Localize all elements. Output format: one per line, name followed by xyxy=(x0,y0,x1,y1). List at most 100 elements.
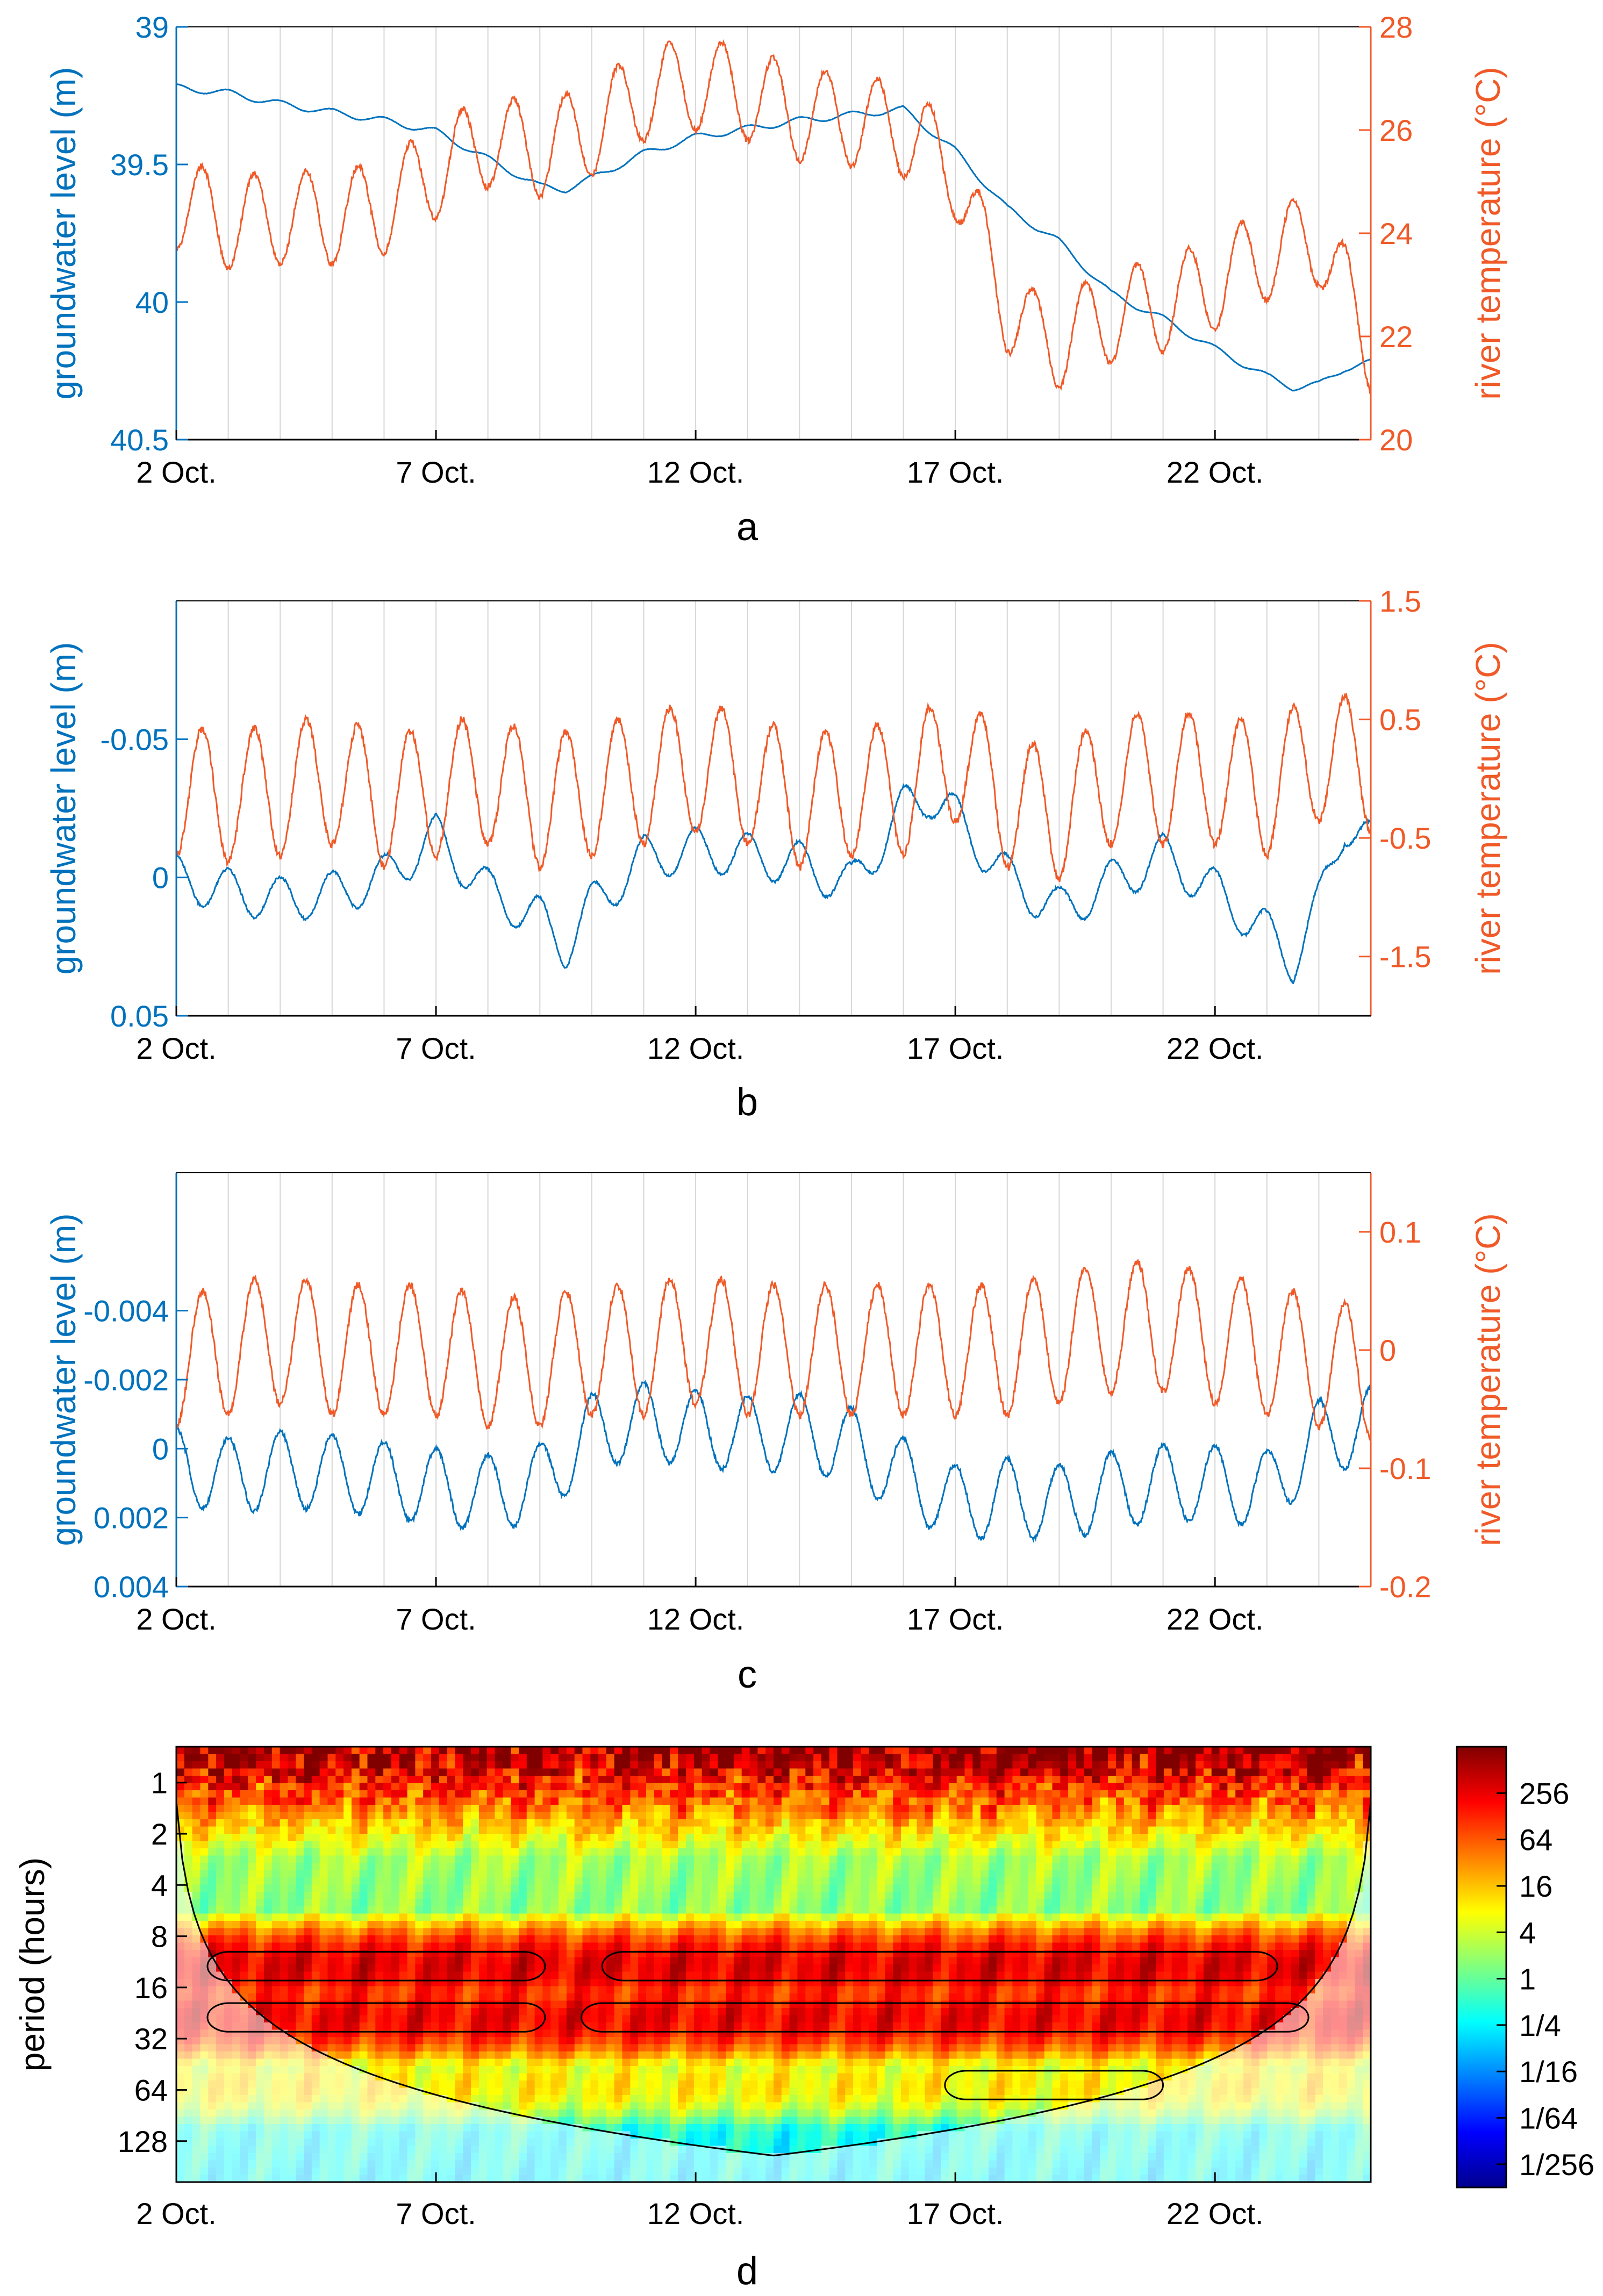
heatmap-cell xyxy=(455,1884,464,1892)
heatmap-cell xyxy=(710,2051,719,2060)
heatmap-cell xyxy=(646,2131,655,2139)
heatmap-cell xyxy=(311,2110,320,2118)
heatmap-cell xyxy=(789,2008,798,2016)
heatmap-cell xyxy=(789,1884,798,1892)
heatmap-cell xyxy=(407,2008,416,2016)
heatmap-cell xyxy=(263,2087,273,2096)
heatmap-cell xyxy=(559,1797,567,1805)
heatmap-cell xyxy=(367,1790,376,1798)
heatmap-cell xyxy=(375,1790,384,1798)
heatmap-cell xyxy=(383,1826,392,1834)
heatmap-cell xyxy=(271,2044,281,2052)
x-tick-label: 12 Oct. xyxy=(647,1031,745,1065)
heatmap-cell xyxy=(805,2022,814,2030)
heatmap-cell xyxy=(495,1848,504,1856)
heatmap-cell xyxy=(718,1884,726,1892)
heatmap-cell xyxy=(582,2015,591,2023)
heatmap-cell xyxy=(463,2139,471,2147)
heatmap-cell xyxy=(232,2058,241,2067)
heatmap-cell xyxy=(359,1913,368,1921)
heatmap-cell xyxy=(733,1768,742,1776)
heatmap-cell xyxy=(280,1964,289,1972)
heatmap-cell xyxy=(478,2139,488,2147)
heatmap-cell xyxy=(192,1776,201,1784)
heatmap-cell xyxy=(765,1986,774,1994)
heatmap-cell xyxy=(495,1993,504,2001)
heatmap-cell xyxy=(304,2102,312,2110)
heatmap-cell xyxy=(559,1906,567,1914)
heatmap-cell xyxy=(686,2073,695,2081)
heatmap-cell xyxy=(319,1950,328,1958)
heatmap-cell xyxy=(526,1863,535,1871)
heatmap-cell xyxy=(566,1957,575,1965)
heatmap-cell xyxy=(335,2051,344,2060)
heatmap-cell xyxy=(693,1971,703,1979)
heatmap-cell xyxy=(686,2015,695,2023)
heatmap-cell xyxy=(757,1812,766,1820)
heatmap-cell xyxy=(550,1747,559,1755)
heatmap-cell xyxy=(654,1747,663,1755)
heatmap-cell xyxy=(208,2110,217,2118)
heatmap-cell xyxy=(367,1819,376,1827)
heatmap-cell xyxy=(495,2008,504,2016)
heatmap-cell xyxy=(638,1863,647,1871)
heatmap-cell xyxy=(519,1790,527,1798)
heatmap-cell xyxy=(614,2153,623,2161)
heatmap-cell xyxy=(455,1855,464,1863)
heatmap-cell xyxy=(359,1964,368,1972)
heatmap-cell xyxy=(574,1841,583,1849)
heatmap-cell xyxy=(248,1812,256,1820)
heatmap-cell xyxy=(486,2168,496,2176)
heatmap-cell xyxy=(710,2073,719,2081)
heatmap-cell xyxy=(574,1863,583,1871)
heatmap-cell xyxy=(598,2000,607,2008)
heatmap-cell xyxy=(200,2110,209,2118)
heatmap-cell xyxy=(271,2124,281,2132)
heatmap-cell xyxy=(606,1964,615,1972)
heatmap-cell xyxy=(280,1870,289,1878)
heatmap-cell xyxy=(749,1950,758,1958)
heatmap-cell xyxy=(749,1841,758,1849)
heatmap-cell xyxy=(184,1761,193,1769)
heatmap-cell xyxy=(447,1754,456,1762)
heatmap-cell xyxy=(813,1761,822,1769)
heatmap-cell xyxy=(192,1812,201,1820)
heatmap-cell xyxy=(216,1812,225,1820)
heatmap-cell xyxy=(511,1921,519,1929)
heatmap-cell xyxy=(248,1790,256,1798)
heatmap-cell xyxy=(710,2029,719,2037)
heatmap-cell xyxy=(335,1921,344,1929)
heatmap-cell xyxy=(495,1826,504,1834)
heatmap-cell xyxy=(686,2110,695,2118)
heatmap-cell xyxy=(184,2124,193,2132)
heatmap-cell xyxy=(503,1805,511,1813)
heatmap-cell xyxy=(319,1993,328,2001)
heatmap-cell xyxy=(511,1834,519,1842)
heatmap-cell xyxy=(559,1964,567,1972)
heatmap-cell xyxy=(296,2022,304,2030)
heatmap-cell xyxy=(749,1906,758,1914)
heatmap-cell xyxy=(718,1928,726,1936)
heatmap-cell xyxy=(797,1942,806,1950)
heatmap-cell xyxy=(670,2124,678,2132)
heatmap-cell xyxy=(526,1848,535,1856)
heatmap-cell xyxy=(478,2175,488,2182)
heatmap-cell xyxy=(566,2160,575,2168)
heatmap-cell xyxy=(519,1884,527,1892)
heatmap-cell xyxy=(399,1935,408,1943)
heatmap-cell xyxy=(311,1906,320,1914)
heatmap-cell xyxy=(781,2037,790,2045)
heatmap-cell xyxy=(526,2087,535,2096)
heatmap-cell xyxy=(614,1986,623,1994)
heatmap-cell xyxy=(415,2080,424,2089)
heatmap-cell xyxy=(797,2124,806,2132)
heatmap-cell xyxy=(526,1812,535,1820)
heatmap-cell xyxy=(447,1928,456,1936)
heatmap-cell xyxy=(423,1913,432,1921)
heatmap-cell xyxy=(256,1928,264,1936)
heatmap-cell xyxy=(503,2029,511,2037)
heatmap-cell xyxy=(614,1870,623,1878)
heatmap-cell xyxy=(678,1964,686,1972)
heatmap-cell xyxy=(391,2124,400,2132)
heatmap-cell xyxy=(192,1957,201,1965)
